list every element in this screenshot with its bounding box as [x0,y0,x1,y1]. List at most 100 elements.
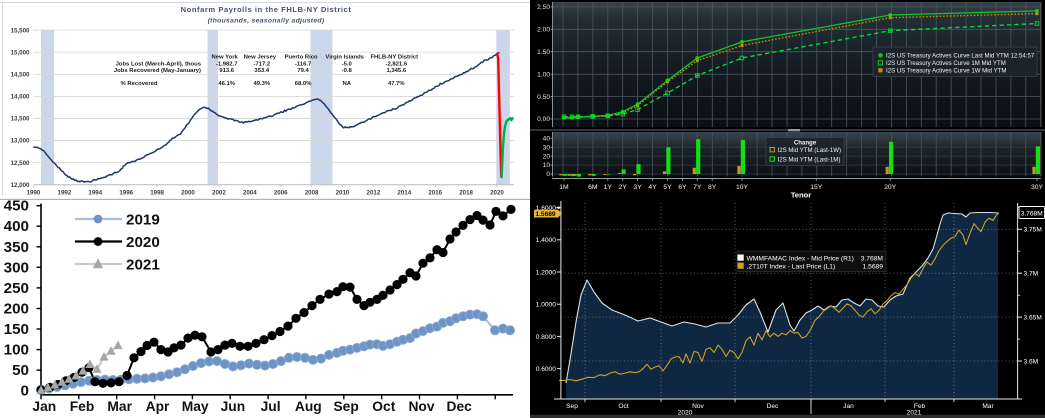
svg-text:400: 400 [4,218,29,235]
svg-text:1M: 1M [559,184,569,191]
svg-text:2018: 2018 [459,190,473,197]
svg-text:3.7M: 3.7M [1024,271,1039,278]
svg-text:250: 250 [4,280,29,297]
svg-text:2014: 2014 [397,190,411,197]
svg-text:1990: 1990 [27,190,41,197]
svg-text:-5.0: -5.0 [342,62,353,68]
svg-text:350: 350 [4,239,29,256]
svg-text:0: 0 [21,383,29,400]
svg-text:47.7%: 47.7% [388,81,405,87]
svg-text:2016: 2016 [428,190,442,197]
svg-text:7Y: 7Y [693,184,702,191]
svg-text:450: 450 [4,198,29,215]
svg-text:Change: Change [794,140,817,147]
svg-text:-717.2: -717.2 [253,62,270,68]
svg-text:1,345.6: 1,345.6 [386,68,406,74]
svg-text:2020: 2020 [490,190,504,197]
svg-text:1.6000: 1.6000 [536,205,557,212]
svg-text:1992: 1992 [58,190,72,197]
svg-text:New Jersey: New Jersey [244,55,277,61]
svg-text:1Y: 1Y [604,184,613,191]
svg-text:3.75M: 3.75M [1024,227,1042,234]
svg-text:Tenor: Tenor [791,191,812,200]
svg-text:6M: 6M [588,184,598,191]
svg-text:2Y: 2Y [619,184,628,191]
svg-text:0.00: 0.00 [537,116,550,123]
svg-text:Dec: Dec [767,403,779,410]
svg-text:Jul: Jul [261,399,281,414]
svg-text:2020: 2020 [126,234,160,251]
svg-text:12,000: 12,000 [11,182,30,189]
svg-text:79.4: 79.4 [297,68,309,74]
svg-text:Oct: Oct [372,399,395,414]
svg-text:2004: 2004 [243,190,257,197]
svg-text:12,500: 12,500 [11,160,30,167]
svg-text:FHLB-NY District: FHLB-NY District [370,55,418,61]
svg-text:1.5689: 1.5689 [863,264,884,271]
svg-text:Apr: Apr [146,399,170,414]
svg-text:Virgin Islands: Virgin Islands [325,55,364,61]
svg-text:14,000: 14,000 [11,94,30,101]
svg-text:3.65M: 3.65M [1024,315,1042,322]
svg-text:-2,821.6: -2,821.6 [385,62,407,68]
svg-text:30: 30 [543,144,551,151]
svg-text:1998: 1998 [150,190,164,197]
svg-text:2020: 2020 [678,410,693,417]
svg-text:I2S Mid YTM (Last-1M): I2S Mid YTM (Last-1M) [778,156,841,163]
svg-text:0: 0 [546,171,550,178]
svg-text:0.6000: 0.6000 [536,366,557,373]
svg-text:WMMFAMAC Index - Mid Price (R1: WMMFAMAC Index - Mid Price (R1) [747,255,854,262]
svg-text:.2T10T Index - Last Price (L1): .2T10T Index - Last Price (L1) [747,264,836,271]
svg-text:2021: 2021 [126,257,160,274]
svg-text:May: May [182,399,209,414]
svg-text:2.00: 2.00 [537,27,550,34]
svg-text:2002: 2002 [212,190,226,197]
svg-text:8Y: 8Y [708,184,717,191]
svg-text:1.5689: 1.5689 [535,211,556,218]
svg-text:Oct: Oct [618,403,628,410]
svg-text:1994: 1994 [88,190,102,197]
svg-text:15,500: 15,500 [11,27,30,34]
svg-text:New York: New York [212,55,239,61]
svg-text:Jobs Recovered (May-January): Jobs Recovered (May-January) [114,68,201,74]
svg-text:Mar: Mar [982,403,994,410]
svg-text:-0.8: -0.8 [342,68,353,74]
svg-text:NA: NA [342,81,351,87]
svg-text:2010: 2010 [336,190,350,197]
svg-text:Jun: Jun [221,399,246,414]
svg-text:Aug: Aug [295,399,322,414]
svg-text:1.2000: 1.2000 [536,269,557,276]
svg-text:Dec: Dec [447,399,473,414]
svg-text:10: 10 [543,162,551,169]
svg-text:2021: 2021 [907,410,922,417]
svg-text:-1,982.7: -1,982.7 [216,62,238,68]
svg-text:6Y: 6Y [678,184,687,191]
svg-text:Jan: Jan [843,403,854,410]
svg-text:3Y: 3Y [633,184,642,191]
svg-text:Jan: Jan [32,399,56,414]
svg-text:2000: 2000 [181,190,195,197]
svg-text:2.50: 2.50 [537,4,550,11]
svg-text:100: 100 [4,342,29,359]
svg-text:3.768M: 3.768M [861,255,884,262]
svg-text:50: 50 [12,362,29,379]
svg-text:353.4: 353.4 [254,68,269,74]
svg-text:4Y: 4Y [648,184,657,191]
svg-text:46.1%: 46.1% [218,81,235,87]
svg-text:15,000: 15,000 [11,49,30,56]
svg-text:1.50: 1.50 [537,49,550,56]
svg-text:I2S US Treasury Actives Curve: I2S US Treasury Actives Curve 1M Mid YTM [886,60,1006,67]
svg-text:14,500: 14,500 [11,72,30,79]
svg-text:Feb: Feb [70,399,95,414]
svg-text:5Y: 5Y [663,184,672,191]
svg-text:2008: 2008 [305,190,319,197]
svg-text:10Y: 10Y [736,184,749,191]
svg-text:2012: 2012 [367,190,381,197]
svg-text:1.0000: 1.0000 [536,302,557,309]
svg-text:13,000: 13,000 [11,138,30,145]
svg-text:2006: 2006 [274,190,288,197]
svg-text:1.4000: 1.4000 [536,237,557,244]
svg-text:Nov: Nov [692,403,704,410]
svg-text:I2S US Treasury Actives Curve: I2S US Treasury Actives Curve 1W Mid YTM [886,67,1006,74]
svg-text:3.6M: 3.6M [1024,358,1039,365]
